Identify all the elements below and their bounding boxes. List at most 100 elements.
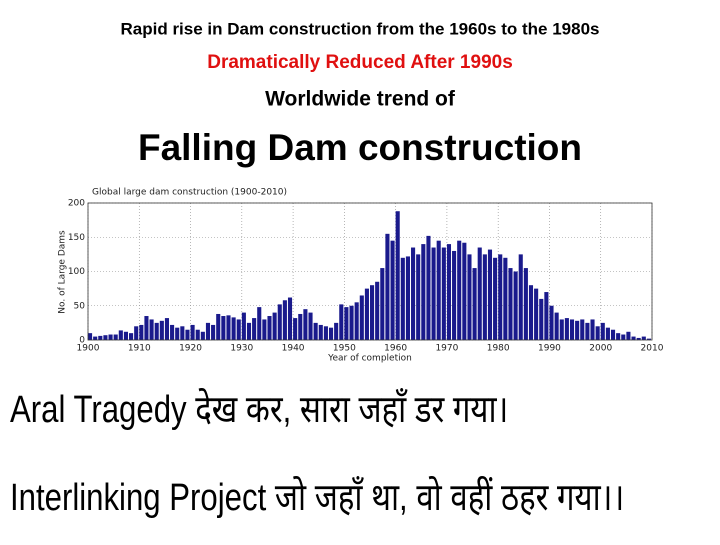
bar (411, 247, 416, 340)
bar (211, 324, 216, 340)
bar (221, 316, 226, 340)
bar (139, 324, 144, 340)
bar (467, 254, 472, 340)
x-tick-label: 1920 (179, 344, 202, 354)
bar (477, 247, 482, 340)
bar (462, 242, 467, 340)
bar (431, 247, 436, 340)
bar (282, 300, 287, 340)
bar (144, 316, 149, 340)
bar (236, 319, 241, 340)
bar (498, 254, 503, 340)
x-tick-label: 1950 (333, 344, 356, 354)
x-tick-label: 1980 (487, 344, 510, 354)
bar (523, 268, 528, 340)
bar (590, 319, 595, 340)
x-tick-label: 1990 (538, 344, 561, 354)
bar (621, 334, 626, 340)
bar (103, 335, 108, 340)
bar (354, 302, 359, 340)
bar (328, 327, 334, 340)
bar (503, 257, 508, 340)
bar (293, 318, 298, 340)
bar (231, 317, 236, 340)
bar (421, 244, 426, 340)
chart-title: Global large dam construction (1900-2010… (92, 188, 287, 198)
bottom-line-2: Interlinking Project जो जहाँ था, वो वहीं… (10, 475, 624, 519)
bar (88, 333, 93, 340)
bar (380, 268, 385, 340)
bar (272, 312, 277, 340)
bar (149, 319, 154, 340)
bar (180, 326, 185, 340)
bar (318, 324, 323, 340)
bar (205, 322, 211, 340)
bar (569, 319, 575, 340)
bar (605, 327, 610, 340)
bar (200, 331, 205, 340)
bar (390, 240, 395, 340)
bar (441, 247, 446, 340)
bar (175, 327, 180, 340)
bar (646, 338, 651, 340)
bar (616, 333, 621, 340)
x-axis-label: Year of completion (327, 354, 412, 364)
bar (554, 312, 559, 340)
bar (534, 288, 539, 340)
plot-frame (87, 202, 653, 341)
bar (313, 322, 318, 340)
plot: 0 50 100 150 200 1900 1910 1920 1930 1940 1950 1960… (68, 199, 664, 354)
bar (508, 268, 513, 340)
bar (528, 285, 534, 340)
bar (185, 329, 190, 340)
bar (395, 211, 400, 340)
bar (93, 336, 98, 340)
bar (472, 268, 477, 340)
x-tick-label: 1970 (435, 344, 458, 354)
bar (170, 324, 175, 340)
bar (452, 250, 457, 340)
bar (257, 307, 262, 340)
y-tick-label: 150 (68, 233, 85, 243)
bar (518, 254, 523, 340)
bar (339, 304, 344, 340)
x-tick-label: 1910 (128, 344, 151, 354)
bar (195, 329, 200, 340)
bar (154, 322, 159, 340)
bar (631, 336, 636, 340)
x-tick-label: 1930 (230, 344, 253, 354)
x-tick-label: 1900 (77, 344, 100, 354)
bar (493, 257, 498, 340)
y-tick-label: 50 (74, 301, 86, 311)
bar (252, 318, 257, 340)
bar (600, 322, 605, 340)
bar (303, 309, 308, 340)
x-tick-label: 1960 (384, 344, 407, 354)
line1: Rapid rise in Dam construction from the … (121, 19, 600, 38)
bar (108, 334, 113, 340)
bar (129, 333, 134, 340)
y-tick-label: 100 (68, 267, 85, 277)
bar (457, 240, 462, 340)
bar (216, 313, 221, 340)
bottom-line-1: Aral Tragedy देख कर, सारा जहाँ डर गया। (10, 387, 508, 431)
bar (513, 271, 518, 340)
y-tick-label: 200 (68, 199, 85, 209)
bar (559, 319, 564, 340)
bar (308, 312, 313, 340)
bar (487, 249, 493, 340)
bar (287, 297, 293, 340)
bar (385, 233, 390, 340)
bar (323, 326, 328, 340)
bar (400, 257, 405, 340)
bar (626, 331, 631, 340)
bar (164, 318, 170, 340)
bar (375, 281, 380, 340)
x-tick-label: 1940 (282, 344, 305, 354)
x-tick-label: 2010 (641, 344, 664, 354)
bar (641, 336, 646, 340)
bar (370, 285, 375, 340)
bar (544, 292, 549, 340)
bar (267, 316, 272, 340)
bar (564, 318, 569, 340)
